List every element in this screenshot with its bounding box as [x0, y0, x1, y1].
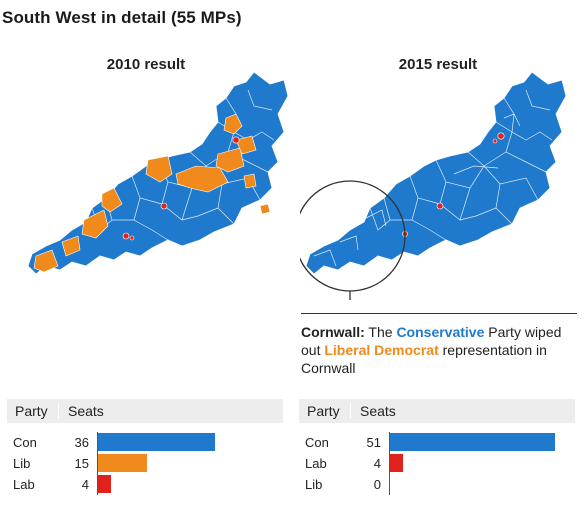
bar-axis: [389, 432, 390, 495]
bar-axis: [97, 432, 98, 495]
seat-bar: [390, 433, 555, 451]
seat-bar: [98, 433, 215, 451]
party-name: Con: [305, 435, 329, 450]
table-row: Lab 4: [7, 474, 283, 495]
table-rows: Con 36 Lib 15 Lab 4: [7, 432, 283, 495]
cornwall-callout: Cornwall: The Conservative Party wiped o…: [301, 323, 571, 377]
seat-count: 4: [373, 456, 381, 471]
party-name: Lib: [305, 477, 323, 492]
map-2015-title: 2015 result: [398, 56, 478, 73]
seat-count: 0: [373, 477, 381, 492]
seat-bar: [98, 454, 147, 472]
map-2015[interactable]: [300, 70, 584, 300]
party-name: Con: [13, 435, 37, 450]
seats-column-header: Seats: [360, 403, 396, 419]
seat-count: 51: [366, 435, 381, 450]
party-name: Lab: [13, 477, 35, 492]
callout-conservative: Conservative: [396, 324, 485, 340]
table-row: Con 51: [299, 432, 575, 453]
callout-text-3: representation in Cornwall: [301, 342, 547, 376]
seat-count: 15: [74, 456, 89, 471]
map-2010[interactable]: [22, 70, 292, 280]
callout-text-1: The: [364, 324, 397, 340]
page-title: South West in detail (55 MPs): [2, 8, 242, 27]
seats-column-header: Seats: [68, 403, 104, 419]
table-rows: Con 51 Lab 4 Lib 0: [299, 432, 575, 495]
table-row: Con 36: [7, 432, 283, 453]
table-row: Lib 0: [299, 474, 575, 495]
seat-count: 4: [81, 477, 89, 492]
party-name: Lib: [13, 456, 31, 471]
south-west-region-2015: [300, 71, 567, 300]
callout-rule: [301, 313, 577, 314]
map-2010-title: 2010 result: [106, 56, 186, 73]
table-header: Party Seats: [7, 399, 283, 423]
table-header: Party Seats: [299, 399, 575, 423]
callout-text-2: Party wiped out: [301, 324, 562, 358]
seats-table-2010: Party Seats Con 36 Lib 15 Lab 4: [7, 399, 283, 495]
party-name: Lab: [305, 456, 327, 471]
callout-heading: Cornwall:: [301, 324, 365, 340]
party-column-header: Party: [299, 403, 351, 419]
party-column-header: Party: [7, 403, 59, 419]
south-west-region-2010: [27, 71, 289, 275]
lib-dem-seats-2010: [33, 113, 271, 273]
table-row: Lab 4: [299, 453, 575, 474]
seat-bar: [390, 454, 403, 472]
seat-bar: [98, 475, 111, 493]
callout-lib-dem: Liberal Democrat: [324, 342, 439, 358]
seats-table-2015: Party Seats Con 51 Lab 4 Lib 0: [299, 399, 575, 495]
seat-count: 36: [74, 435, 89, 450]
table-row: Lib 15: [7, 453, 283, 474]
labour-seats-2010: [122, 136, 240, 241]
